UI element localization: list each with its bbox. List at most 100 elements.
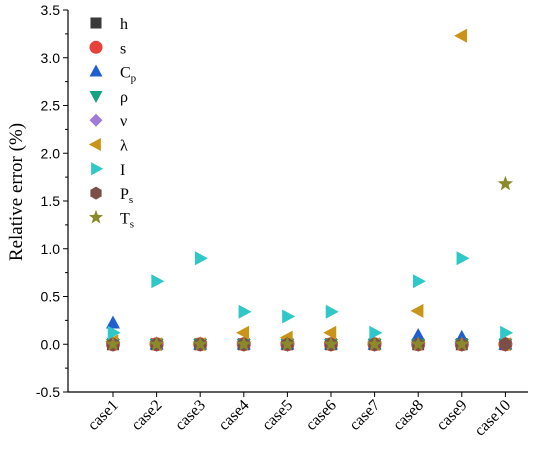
legend-marker [89,113,103,127]
data-point [151,274,165,289]
legend-label: s [120,40,126,57]
series-λ-markers [105,28,511,352]
legend-item: h [90,16,128,33]
legend-label-main: λ [120,138,128,155]
data-point [105,336,121,351]
series-s-markers [106,337,513,352]
legend-label-main: s [120,40,126,57]
legend-label-main: ν [120,113,127,130]
legend-marker [89,64,103,77]
legend-label: I [120,162,125,179]
legend-label: Ps [120,186,133,206]
y-tick-label: 3.0 [41,50,61,66]
data-point [106,315,120,329]
x-tick-label: case7 [346,397,383,434]
legend-marker [88,209,104,224]
legend-label: ν [120,113,127,130]
data-point [366,336,383,351]
legend-label: Cp [120,65,137,85]
legend-item: Ps [90,186,133,206]
data-point [497,175,514,191]
data-point [412,274,426,289]
y-tick-label: 3.5 [41,2,61,18]
legend-item: λ [88,138,128,155]
data-point [500,325,514,340]
data-point [236,336,252,351]
series-ν-markers [106,337,513,352]
legend-label-sub: s [129,194,133,206]
x-tick-label: case4 [215,397,252,434]
x-tick-label: case1 [85,397,122,434]
legend-marker [91,162,104,176]
data-point [454,28,468,43]
x-tick-label: case2 [128,397,165,434]
y-axis: -0.5 0.0 0.5 1.0 1.5 2.0 2.5 3.0 3.5 [36,2,68,400]
data-point [323,325,337,340]
legend-label: Ts [120,210,134,230]
data-point [454,336,470,351]
data-point [411,327,426,341]
y-tick-label: 0.0 [41,336,61,352]
data-point [325,304,339,319]
legend-marker [89,40,103,54]
series-ps-markers [106,337,512,352]
series-cp-markers [106,315,513,350]
y-tick-label: 1.0 [41,241,61,257]
x-tick-label: case10 [471,397,514,440]
legend-label-main: C [120,65,131,82]
y-tick-label: 0.5 [41,289,61,305]
y-tick-label: 1.5 [41,193,61,209]
legend-item: s [89,40,126,57]
legend-label-main: I [120,162,125,179]
legend-marker [89,91,103,104]
data-point [369,325,383,340]
x-tick-label: case9 [433,397,470,434]
data-point [192,336,208,351]
series-ρ-markers [106,339,513,352]
y-tick-label: -0.5 [36,384,60,400]
x-tick-label: case8 [390,397,427,434]
data-point [236,325,250,340]
plot-frame [67,10,528,393]
data-point [194,251,208,266]
x-axis: case1 case2 case3 case4 case5 case6 case7 case8… [85,392,514,440]
legend-item: Ts [88,209,134,230]
y-axis-label: Relative error (%) [6,123,27,261]
legend-label: h [120,16,128,33]
legend-label-main: T [120,210,130,227]
series-ts-markers [105,175,514,351]
legend-label-main: P [120,186,129,203]
data-point [279,336,296,351]
x-tick-label: case6 [303,397,340,434]
y-tick-label: 2.5 [41,98,61,114]
data-point [238,304,252,319]
legend-marker [90,17,102,29]
series-i-markers [107,251,514,340]
data-point [499,337,512,352]
data-markers [105,28,514,352]
data-point [323,336,339,351]
series-h-markers [107,338,512,351]
legend-label-sub: p [131,73,137,85]
data-point [282,309,296,324]
y-tick-label: 2.0 [41,145,61,161]
legend-label: λ [120,138,128,155]
data-point [456,251,470,266]
x-tick-label: case5 [259,397,296,434]
data-point [410,303,424,318]
legend-label: ρ [120,89,128,106]
legend-item: ρ [89,89,128,106]
data-point [148,336,165,351]
x-tick-label: case3 [172,397,209,434]
legend-item: Cp [89,64,137,85]
data-point [107,325,121,340]
legend-label-main: h [120,16,128,33]
legend-item: ν [89,113,127,130]
legend-marker [90,186,102,200]
legend-label-main: ρ [120,89,128,106]
legend-item: I [91,162,125,179]
legend-label-sub: s [130,218,134,230]
data-point [410,336,426,351]
